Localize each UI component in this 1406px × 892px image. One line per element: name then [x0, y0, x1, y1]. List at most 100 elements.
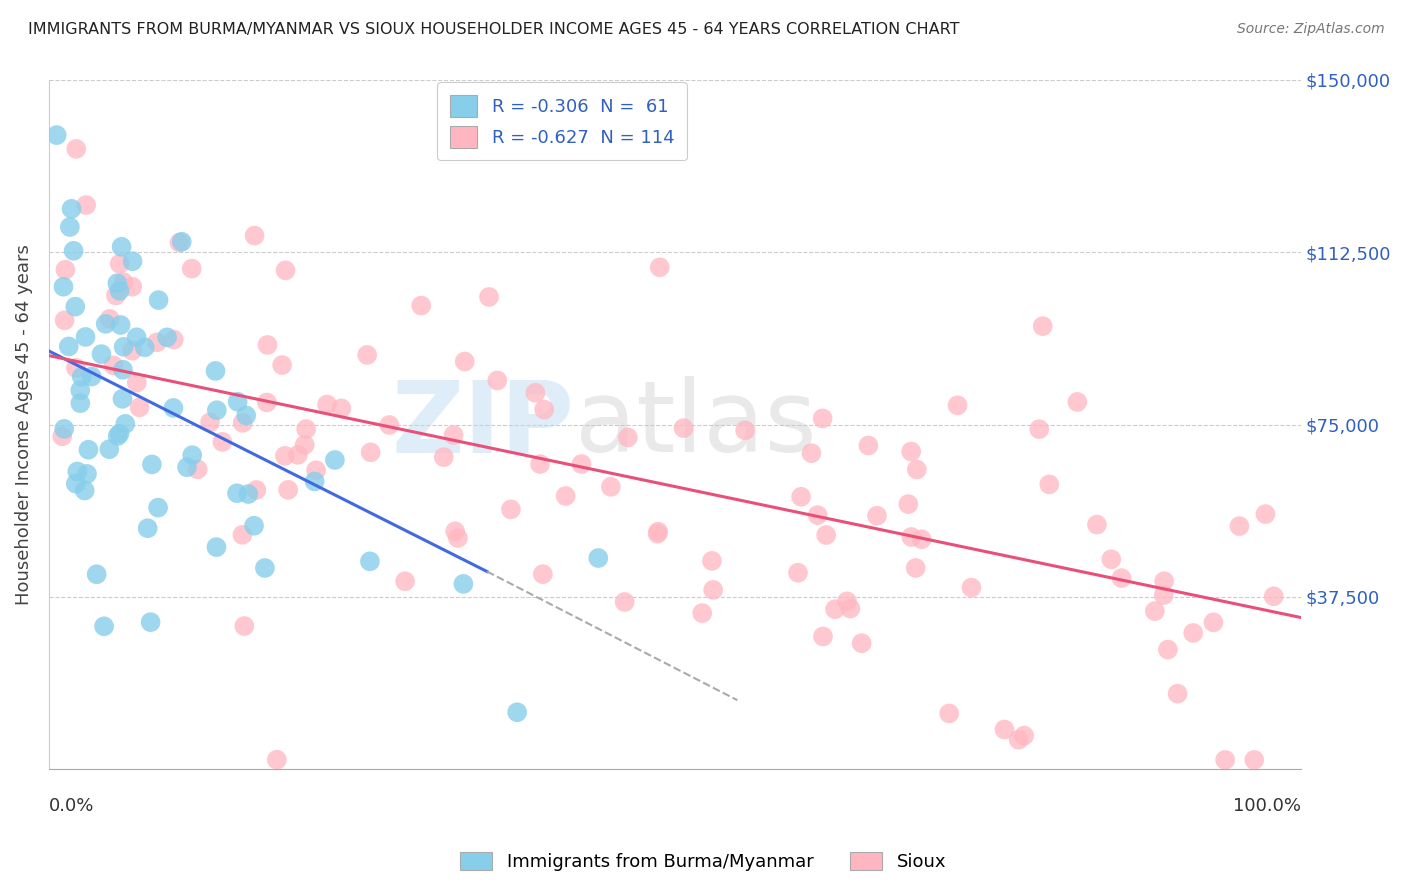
Point: [1157, 642, 1180, 657]
Point: [444, 524, 467, 539]
Point: [107, 429, 129, 443]
Point: [65, 142, 87, 156]
Point: [98, 311, 121, 326]
Point: [787, 566, 810, 580]
Point: [790, 490, 813, 504]
Point: [93, 619, 115, 633]
Point: [588, 551, 610, 566]
Point: [69, 384, 91, 398]
Point: [378, 417, 401, 432]
Point: [304, 475, 326, 489]
Point: [960, 581, 983, 595]
Point: [571, 457, 593, 471]
Point: [1012, 729, 1035, 743]
Point: [134, 340, 156, 354]
Legend: R = -0.306  N =  61, R = -0.627  N = 114: R = -0.306 N = 61, R = -0.627 N = 114: [437, 82, 688, 161]
Point: [90, 347, 112, 361]
Point: [1066, 395, 1088, 409]
Point: [613, 595, 636, 609]
Point: [243, 518, 266, 533]
Point: [65, 476, 87, 491]
Point: [125, 330, 148, 344]
Point: [86, 567, 108, 582]
Point: [103, 359, 125, 373]
Point: [198, 415, 221, 429]
Point: [1263, 589, 1285, 603]
Point: [1243, 753, 1265, 767]
Point: [1229, 519, 1251, 533]
Point: [205, 540, 228, 554]
Point: [66, 465, 89, 479]
Point: [128, 401, 150, 415]
Point: [59, 219, 82, 234]
Point: [136, 521, 159, 535]
Point: [69, 396, 91, 410]
Point: [205, 403, 228, 417]
Point: [851, 636, 873, 650]
Point: [77, 442, 100, 457]
Point: [394, 574, 416, 589]
Point: [170, 235, 193, 249]
Point: [938, 706, 960, 721]
Point: [146, 500, 169, 515]
Point: [900, 530, 922, 544]
Point: [1213, 753, 1236, 767]
Point: [316, 397, 339, 411]
Text: ZIP: ZIP: [392, 376, 575, 473]
Point: [360, 445, 382, 459]
Point: [486, 374, 509, 388]
Point: [700, 554, 723, 568]
Point: [647, 526, 669, 541]
Point: [734, 423, 756, 437]
Point: [447, 531, 470, 545]
Point: [807, 508, 830, 523]
Point: [108, 284, 131, 298]
Point: [910, 533, 932, 547]
Point: [146, 335, 169, 350]
Point: [256, 395, 278, 409]
Point: [111, 362, 134, 376]
Point: [141, 458, 163, 472]
Point: [271, 358, 294, 372]
Point: [287, 448, 309, 462]
Point: [533, 402, 555, 417]
Point: [274, 263, 297, 277]
Point: [73, 483, 96, 498]
Point: [524, 385, 547, 400]
Point: [266, 753, 288, 767]
Text: atlas: atlas: [575, 376, 817, 473]
Text: Source: ZipAtlas.com: Source: ZipAtlas.com: [1237, 22, 1385, 37]
Point: [112, 275, 135, 289]
Point: [211, 434, 233, 449]
Point: [531, 567, 554, 582]
Point: [108, 257, 131, 271]
Point: [811, 630, 834, 644]
Point: [148, 293, 170, 307]
Point: [359, 554, 381, 568]
Point: [121, 254, 143, 268]
Point: [162, 401, 184, 415]
Point: [1032, 319, 1054, 334]
Point: [233, 619, 256, 633]
Text: 100.0%: 100.0%: [1233, 797, 1301, 814]
Point: [65, 300, 87, 314]
Point: [243, 228, 266, 243]
Point: [993, 723, 1015, 737]
Point: [163, 333, 186, 347]
Point: [51, 429, 73, 443]
Point: [105, 277, 128, 291]
Point: [52, 279, 75, 293]
Point: [226, 394, 249, 409]
Point: [295, 422, 318, 436]
Point: [1167, 687, 1189, 701]
Point: [443, 428, 465, 442]
Point: [672, 421, 695, 435]
Point: [108, 426, 131, 441]
Point: [75, 198, 97, 212]
Point: [176, 460, 198, 475]
Point: [65, 360, 87, 375]
Point: [235, 409, 257, 423]
Point: [690, 606, 713, 620]
Point: [904, 561, 927, 575]
Point: [169, 235, 191, 250]
